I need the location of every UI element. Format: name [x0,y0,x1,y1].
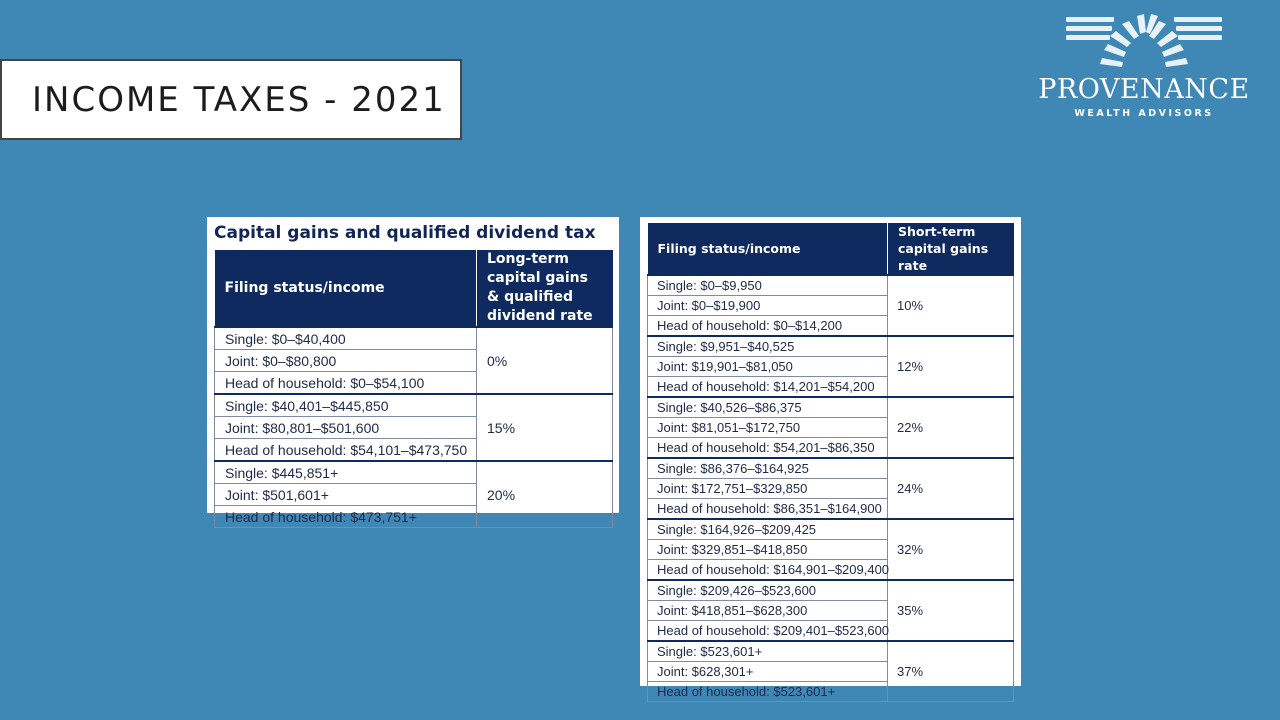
table-row: Joint: $0–$80,800 [214,349,613,372]
rate-cell: 32% [887,518,1014,581]
slide-title-box: INCOME TAXES - 2021 [0,59,462,140]
logo-wordmark: PROVENANCE [1038,74,1250,105]
table-row: Head of household: $209,401–$523,600 [647,620,1014,642]
table-row: Joint: $418,851–$628,300 [647,600,1014,621]
table-row: Joint: $329,851–$418,850 [647,539,1014,560]
column-header-filing-status: Filing status/income [214,250,477,327]
rate-cell: 15% [476,393,613,462]
table-row: Single: $523,601+ 37% [647,640,1014,702]
table-row: Head of household: $86,351–$164,900 [647,498,1014,520]
rate-cell: 24% [887,457,1014,520]
table-row: Head of household: $164,901–$209,400 [647,559,1014,581]
rate-cell: 37% [887,640,1014,702]
income-bracket-cell: Joint: $172,751–$329,850 [647,478,888,499]
short-term-table: Filing status/income Short-term capital … [647,223,1014,702]
rate-cell: 0% [476,326,613,395]
slide-title: INCOME TAXES - 2021 [32,79,446,120]
table-row: Joint: $80,801–$501,600 [214,416,613,439]
short-term-card: Filing status/income Short-term capital … [640,217,1021,702]
table-row: Single: $0–$40,400 0% [214,326,613,395]
capital-gains-table-title: Capital gains and qualified dividend tax [214,223,596,243]
income-bracket-cell: Single: $0–$40,400 [214,326,477,350]
table-row: Head of household: $473,751+ [214,505,613,528]
logo-tagline: WEALTH ADVISORS [1074,108,1214,119]
table-row: Single: $40,401–$445,850 15% [214,393,613,462]
income-bracket-cell: Head of household: $0–$14,200 [647,315,888,337]
income-bracket-cell: Single: $9,951–$40,525 [647,335,888,357]
income-bracket-cell: Joint: $81,051–$172,750 [647,417,888,438]
table-row: Joint: $19,901–$81,050 [647,356,1014,377]
income-bracket-cell: Joint: $0–$80,800 [214,349,477,372]
income-bracket-cell: Head of household: $86,351–$164,900 [647,498,888,520]
provenance-logo: PROVENANCE WEALTH ADVISORS [1036,14,1252,124]
table-row: Single: $9,951–$40,525 12% [647,335,1014,398]
rate-cell: 12% [887,335,1014,398]
table-row: Single: $164,926–$209,425 32% [647,518,1014,581]
table-row: Joint: $172,751–$329,850 [647,478,1014,499]
income-bracket-cell: Joint: $501,601+ [214,483,477,506]
income-bracket-cell: Joint: $80,801–$501,600 [214,416,477,439]
table-row: Joint: $0–$19,900 [647,295,1014,316]
income-bracket-cell: Head of household: $209,401–$523,600 [647,620,889,642]
table-row: Single: $86,376–$164,925 24% [647,457,1014,520]
sunburst-logo-icon [1066,14,1222,67]
rate-cell: 35% [887,579,1014,642]
table-row: Head of household: $0–$54,100 [214,371,613,395]
income-bracket-cell: Single: $523,601+ [647,640,888,662]
table-row: Head of household: $54,201–$86,350 [647,437,1014,459]
income-bracket-cell: Single: $0–$9,950 [647,274,888,296]
income-bracket-cell: Head of household: $0–$54,100 [214,371,477,395]
income-bracket-cell: Single: $164,926–$209,425 [647,518,888,540]
income-bracket-cell: Single: $445,851+ [214,460,477,484]
rate-cell: 20% [476,460,613,528]
income-bracket-cell: Joint: $628,301+ [647,661,888,682]
table-row: Single: $0–$9,950 10% [647,274,1014,337]
income-bracket-cell: Single: $40,401–$445,850 [214,393,477,417]
table-row: Head of household: $54,101–$473,750 [214,438,613,462]
table-row: Joint: $81,051–$172,750 [647,417,1014,438]
income-bracket-cell: Joint: $329,851–$418,850 [647,539,888,560]
rate-cell: 10% [887,274,1014,337]
rate-cell: 22% [887,396,1014,459]
capital-gains-table: Filing status/income Long-term capital g… [214,250,613,528]
income-bracket-cell: Single: $40,526–$86,375 [647,396,888,418]
column-header-filing-status: Filing status/income [647,223,888,275]
table-row: Head of household: $0–$14,200 [647,315,1014,337]
income-bracket-cell: Head of household: $164,901–$209,400 [647,559,889,581]
income-bracket-cell: Head of household: $14,201–$54,200 [647,376,888,398]
income-bracket-cell: Head of household: $523,601+ [647,681,888,702]
table-row: Head of household: $523,601+ [647,681,1014,702]
table-header-row: Filing status/income Short-term capital … [647,223,1014,275]
income-bracket-cell: Joint: $418,851–$628,300 [647,600,888,621]
income-bracket-cell: Head of household: $473,751+ [214,505,477,528]
income-bracket-cell: Head of household: $54,201–$86,350 [647,437,888,459]
income-bracket-cell: Head of household: $54,101–$473,750 [214,438,477,462]
table-row: Single: $209,426–$523,600 35% [647,579,1014,642]
column-header-rate: Short-term capital gains rate [887,223,1014,275]
income-bracket-cell: Joint: $0–$19,900 [647,295,888,316]
table-row: Single: $40,526–$86,375 22% [647,396,1014,459]
column-header-rate: Long-term capital gains & qualified divi… [476,250,613,327]
income-bracket-cell: Single: $86,376–$164,925 [647,457,888,479]
table-row: Single: $445,851+ 20% [214,460,613,528]
income-bracket-cell: Joint: $19,901–$81,050 [647,356,888,377]
capital-gains-card: Capital gains and qualified dividend tax… [207,217,619,528]
income-bracket-cell: Single: $209,426–$523,600 [647,579,888,601]
table-header-row: Filing status/income Long-term capital g… [214,250,613,327]
